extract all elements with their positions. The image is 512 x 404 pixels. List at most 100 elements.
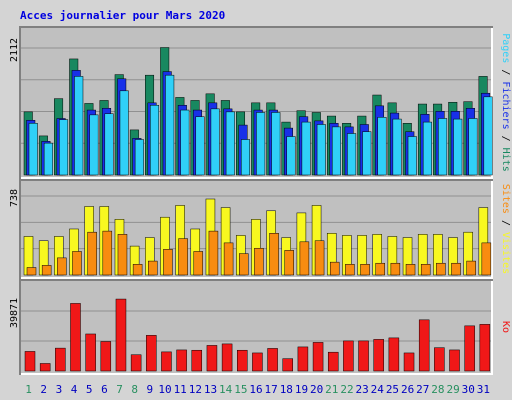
legend-ko: Ko xyxy=(500,321,511,333)
day-label: 7 xyxy=(116,383,123,396)
bar-pages-day-29 xyxy=(453,118,463,176)
legend-visites: Visites xyxy=(500,232,511,274)
bar-sites-day-6 xyxy=(102,230,113,276)
bar-ko-day-18 xyxy=(282,358,293,372)
panel-top: 2112 Pages / Fichiers / Hits xyxy=(9,26,511,179)
bar-sites-day-14 xyxy=(223,242,234,276)
legend-pages: Pages xyxy=(500,33,511,63)
bar-sites-day-12 xyxy=(193,251,204,276)
bar-ko-day-10 xyxy=(161,351,172,372)
bar-sites-day-5 xyxy=(87,231,97,276)
bar-sites-day-18 xyxy=(284,250,294,276)
bar-pages-day-27 xyxy=(422,121,432,176)
day-label: 28 xyxy=(431,383,444,396)
y-max-label: 39871 xyxy=(9,298,20,328)
bar-ko-day-31 xyxy=(479,324,491,372)
bar-sites-day-31 xyxy=(481,242,492,276)
bar-ko-day-8 xyxy=(130,354,142,372)
bar-sites-day-10 xyxy=(163,249,173,276)
day-label: 18 xyxy=(280,383,293,396)
bar-sites-day-21 xyxy=(329,261,340,276)
side-legend: Pages / Fichiers / Hits xyxy=(500,33,511,172)
bar-pages-day-21 xyxy=(331,126,341,176)
bar-pages-day-13 xyxy=(210,108,220,176)
bar-pages-day-5 xyxy=(89,114,99,176)
bar-pages-day-20 xyxy=(316,124,326,176)
day-label: 26 xyxy=(401,383,414,396)
bars-bottom xyxy=(24,298,491,372)
day-label: 11 xyxy=(174,383,187,396)
day-label: 30 xyxy=(462,383,475,396)
bar-sites-day-27 xyxy=(420,264,431,276)
y-max-label: 2112 xyxy=(9,38,20,62)
bar-pages-day-3 xyxy=(59,119,69,176)
bar-ko-day-20 xyxy=(312,342,324,372)
legend-separator: / xyxy=(500,130,511,148)
bar-pages-day-10 xyxy=(165,74,175,176)
day-label: 2 xyxy=(40,383,47,396)
bar-sites-day-24 xyxy=(375,262,385,276)
bar-ko-day-27 xyxy=(418,319,430,372)
bar-ko-day-30 xyxy=(464,325,475,372)
bar-pages-day-28 xyxy=(438,118,448,176)
bar-ko-day-23 xyxy=(358,340,369,372)
bar-ko-day-19 xyxy=(297,346,309,372)
bar-ko-day-17 xyxy=(267,348,278,372)
day-label: 29 xyxy=(446,383,459,396)
bar-ko-day-3 xyxy=(55,347,66,372)
bar-sites-day-9 xyxy=(148,260,158,276)
bar-pages-day-19 xyxy=(301,121,311,176)
day-label: 6 xyxy=(101,383,108,396)
bar-ko-day-28 xyxy=(434,347,445,372)
bar-pages-day-15 xyxy=(241,139,251,176)
bar-ko-day-22 xyxy=(343,340,354,372)
day-label: 14 xyxy=(219,383,233,396)
bar-ko-day-15 xyxy=(237,349,248,372)
day-label: 20 xyxy=(310,383,323,396)
legend-fichiers: Fichiers xyxy=(500,81,511,129)
bar-pages-day-26 xyxy=(407,136,417,176)
bar-ko-day-16 xyxy=(252,352,263,372)
bar-ko-day-11 xyxy=(176,349,187,372)
bar-pages-day-30 xyxy=(468,118,478,176)
bar-pages-day-24 xyxy=(377,117,387,176)
bar-sites-day-13 xyxy=(208,230,219,276)
bar-pages-day-14 xyxy=(225,111,235,176)
bar-pages-day-22 xyxy=(347,133,357,176)
bar-pages-day-9 xyxy=(150,104,160,176)
day-label: 22 xyxy=(340,383,353,396)
day-label: 12 xyxy=(189,383,202,396)
day-label: 21 xyxy=(325,383,338,396)
bar-pages-day-16 xyxy=(256,112,266,176)
day-axis-labels: 1 2 3 4 5 6 7 8 9 10 11 12 13 14 15 16 17 18 19 20 21 22 23 24 2… xyxy=(25,383,490,396)
bar-ko-day-26 xyxy=(403,352,415,372)
day-label: 8 xyxy=(131,383,138,396)
bar-ko-day-5 xyxy=(85,333,96,372)
day-label: 3 xyxy=(56,383,63,396)
bar-sites-day-22 xyxy=(345,264,355,276)
bars-top xyxy=(23,47,493,176)
day-label: 17 xyxy=(265,383,278,396)
day-label: 15 xyxy=(234,383,247,396)
bar-sites-day-4 xyxy=(72,251,82,276)
bar-sites-day-11 xyxy=(178,238,188,276)
bar-ko-day-2 xyxy=(39,363,51,372)
bar-ko-day-14 xyxy=(221,343,233,372)
bar-pages-day-17 xyxy=(271,112,281,176)
bar-pages-day-31 xyxy=(483,96,493,176)
bar-sites-day-1 xyxy=(26,267,37,276)
bar-sites-day-28 xyxy=(436,262,446,276)
side-legend: Sites / Visites xyxy=(500,184,511,274)
bar-ko-day-13 xyxy=(206,345,218,372)
bar-pages-day-7 xyxy=(119,90,129,176)
panel-middle: 738 Sites / Visites xyxy=(9,179,511,279)
side-legend-text: Pages / Fichiers / Hits xyxy=(500,33,511,172)
bar-ko-day-6 xyxy=(100,341,112,372)
day-label: 16 xyxy=(249,383,262,396)
bar-pages-day-6 xyxy=(104,113,114,176)
bar-sites-day-2 xyxy=(41,265,52,276)
bar-pages-day-25 xyxy=(392,118,402,176)
bars-middle xyxy=(23,198,492,276)
